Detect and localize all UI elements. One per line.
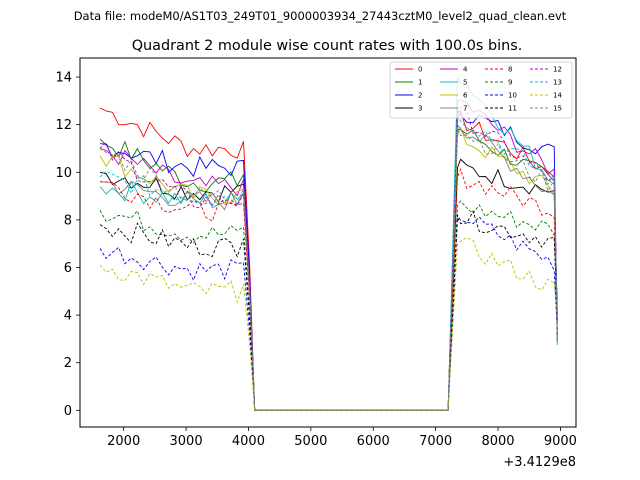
series-line-12	[99, 106, 558, 411]
legend-label-3: 3	[418, 105, 422, 113]
series-line-8	[99, 167, 558, 411]
series-line-3	[99, 158, 558, 411]
x-offset-label: +3.4129e8	[503, 455, 576, 470]
series-line-4	[99, 99, 558, 411]
y-tick-label: 2	[64, 356, 72, 371]
legend-label-10: 10	[508, 92, 517, 100]
x-tick-label: 9000	[544, 434, 577, 449]
legend-label-8: 8	[508, 66, 512, 74]
x-tick-label: 5000	[294, 434, 327, 449]
legend-label-12: 12	[553, 66, 562, 74]
chart-suptitle: Data file: modeM0/AS1T03_249T01_90000039…	[74, 9, 567, 23]
series-line-0	[99, 107, 558, 411]
legend-label-11: 11	[508, 105, 517, 113]
series-line-7	[99, 123, 558, 411]
x-tick-label: 7000	[419, 434, 452, 449]
chart-title: Quadrant 2 module wise count rates with …	[132, 38, 523, 54]
legend-label-13: 13	[553, 79, 562, 87]
x-tick-label: 3000	[170, 434, 203, 449]
legend-label-0: 0	[418, 66, 422, 74]
series-line-9	[99, 200, 558, 411]
legend-label-1: 1	[418, 79, 422, 87]
y-tick-label: 8	[64, 213, 72, 228]
plot-frame	[79, 57, 577, 428]
legend-label-6: 6	[463, 92, 468, 100]
x-axis: 2000 3000 4000 5000 6000 7000 8000 9000	[107, 427, 577, 449]
legend-frame	[389, 61, 573, 119]
series-line-13	[99, 114, 558, 411]
legend-label-9: 9	[508, 79, 512, 87]
y-tick-label: 4	[64, 309, 72, 324]
series-group	[99, 76, 558, 411]
legend-label-2: 2	[418, 92, 422, 100]
series-line-5	[99, 76, 558, 411]
x-tick-label: 8000	[481, 434, 514, 449]
series-line-10	[99, 213, 558, 411]
plot-area: 2000 3000 4000 5000 6000 7000 8000 9000 0246810…	[55, 57, 577, 470]
legend-label-14: 14	[553, 92, 562, 100]
series-line-14	[99, 237, 558, 411]
y-tick-label: 6	[64, 261, 72, 276]
y-tick-label: 10	[55, 166, 72, 181]
legend-label-4: 4	[463, 66, 468, 74]
legend-label-5: 5	[463, 79, 467, 87]
y-tick-label: 14	[55, 71, 72, 86]
y-tick-label: 0	[64, 404, 72, 419]
y-tick-label: 12	[55, 118, 72, 133]
series-line-15	[99, 129, 558, 411]
series-line-11	[99, 210, 558, 411]
x-tick-label: 2000	[107, 434, 140, 449]
x-tick-label: 6000	[357, 434, 390, 449]
x-tick-label: 4000	[232, 434, 265, 449]
y-axis: 0 2 4 6 8 10 12 14	[55, 71, 80, 419]
series-line-1	[99, 128, 558, 411]
series-line-2	[99, 109, 558, 411]
legend-label-7: 7	[463, 105, 467, 113]
legend-label-15: 15	[553, 105, 562, 113]
